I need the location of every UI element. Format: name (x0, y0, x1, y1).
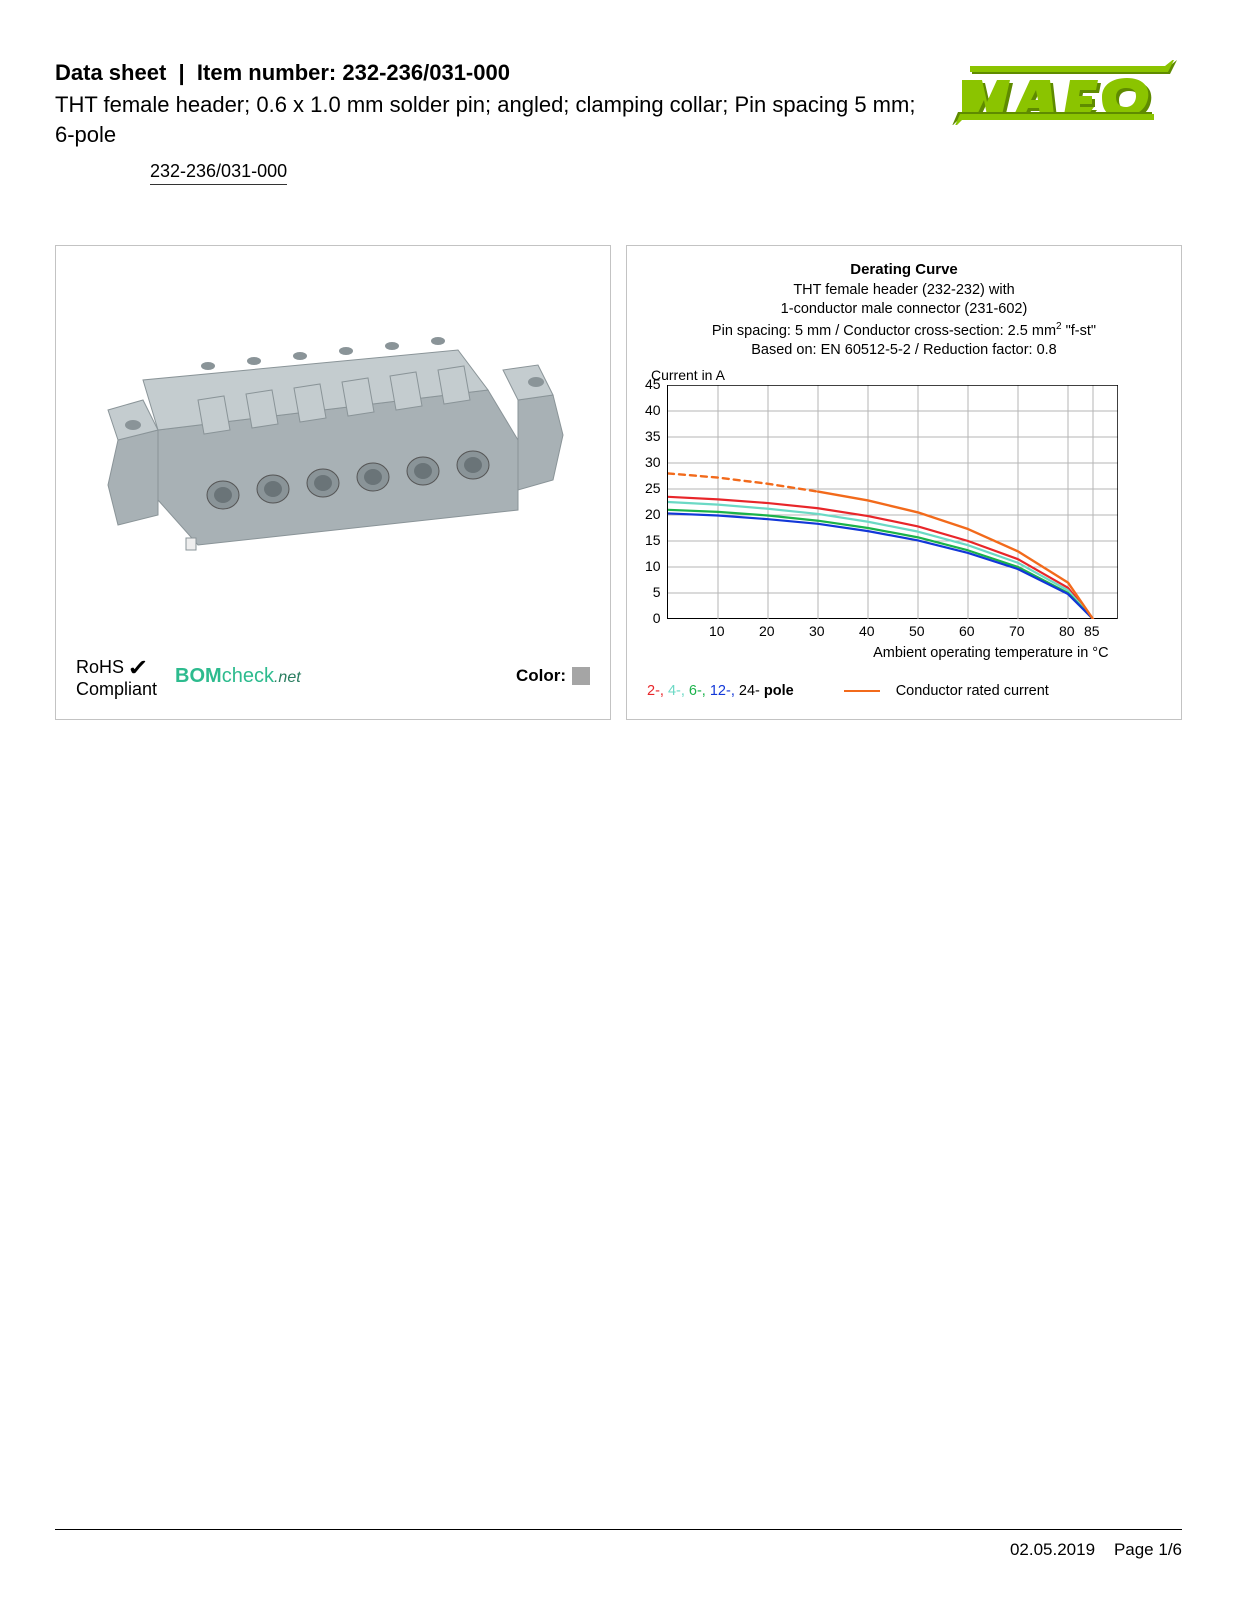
subtitle: THT female header; 0.6 x 1.0 mm solder p… (55, 90, 922, 149)
content-row: RoHS ✓ Compliant BOMcheck.net Color: Der… (55, 245, 1182, 720)
part-number-link[interactable]: 232-236/031-000 (150, 161, 287, 185)
color-label: Color: (516, 666, 566, 686)
legend-conductor-label: Conductor rated current (896, 683, 1049, 699)
color-label-group: Color: (516, 666, 590, 686)
chart-sub1: THT female header (232-232) with (641, 281, 1167, 301)
footer: 02.05.2019 Page 1/6 (55, 1529, 1182, 1560)
color-swatch (572, 667, 590, 685)
header: Data sheet | Item number: 232-236/031-00… (55, 60, 1182, 185)
chart-titles: Derating Curve THT female header (232-23… (641, 260, 1167, 360)
x-axis-label: Ambient operating temperature in °C (667, 645, 1117, 661)
chart-sub3: Pin spacing: 5 mm / Conductor cross-sect… (641, 320, 1167, 341)
plot-svg (668, 385, 1118, 619)
footer-date: 02.05.2019 (1010, 1540, 1095, 1559)
item-label: Item number: 232-236/031-000 (197, 60, 510, 85)
legend-4pole: 4-, (668, 683, 685, 699)
chart-sub4: Based on: EN 60512-5-2 / Reduction facto… (641, 341, 1167, 361)
wago-logo (952, 60, 1182, 125)
legend: 2-, 4-, 6-, 12-, 24- pole Conductor rate… (641, 683, 1167, 699)
x-axis: 102030405060708085 (667, 623, 1117, 639)
check-icon: ✓ (127, 655, 149, 680)
title-sep: | (172, 60, 197, 85)
y-axis: 454035302520151050 (645, 385, 667, 619)
bomcheck-bold: BOM (175, 665, 222, 687)
rohs-badge: RoHS ✓ Compliant (76, 653, 157, 699)
legend-24pole: 24- (739, 683, 760, 699)
chart-sub2: 1-conductor male connector (231-602) (641, 300, 1167, 320)
y-axis-label: Current in A (651, 367, 1167, 383)
sheet-label: Data sheet (55, 60, 166, 85)
bomcheck-badge: BOMcheck.net (175, 665, 301, 688)
chart-title: Derating Curve (641, 260, 1167, 280)
footer-page: Page 1/6 (1114, 1540, 1182, 1559)
badge-row: RoHS ✓ Compliant BOMcheck.net Color: (76, 653, 590, 699)
rohs-compliant: Compliant (76, 679, 157, 699)
bomcheck-rest: check (222, 665, 274, 687)
legend-pole-word: pole (760, 683, 794, 699)
legend-conductor-line (844, 690, 880, 692)
chart-area: 454035302520151050 102030405060708085 Am… (645, 385, 1167, 661)
plot-wrap: 102030405060708085 Ambient operating tem… (667, 385, 1117, 661)
title-line: Data sheet | Item number: 232-236/031-00… (55, 60, 922, 86)
rohs-label: RoHS (76, 657, 124, 677)
legend-2pole: 2-, (647, 683, 664, 699)
header-text: Data sheet | Item number: 232-236/031-00… (55, 60, 952, 185)
chart-panel: Derating Curve THT female header (232-23… (626, 245, 1182, 720)
product-image (70, 260, 596, 600)
legend-6pole: 6-, (689, 683, 706, 699)
legend-12pole: 12-, (710, 683, 735, 699)
legend-poles: 2-, 4-, 6-, 12-, 24- pole (647, 683, 794, 699)
plot (667, 385, 1117, 619)
bomcheck-net: .net (274, 669, 301, 686)
product-panel: RoHS ✓ Compliant BOMcheck.net Color: (55, 245, 611, 720)
